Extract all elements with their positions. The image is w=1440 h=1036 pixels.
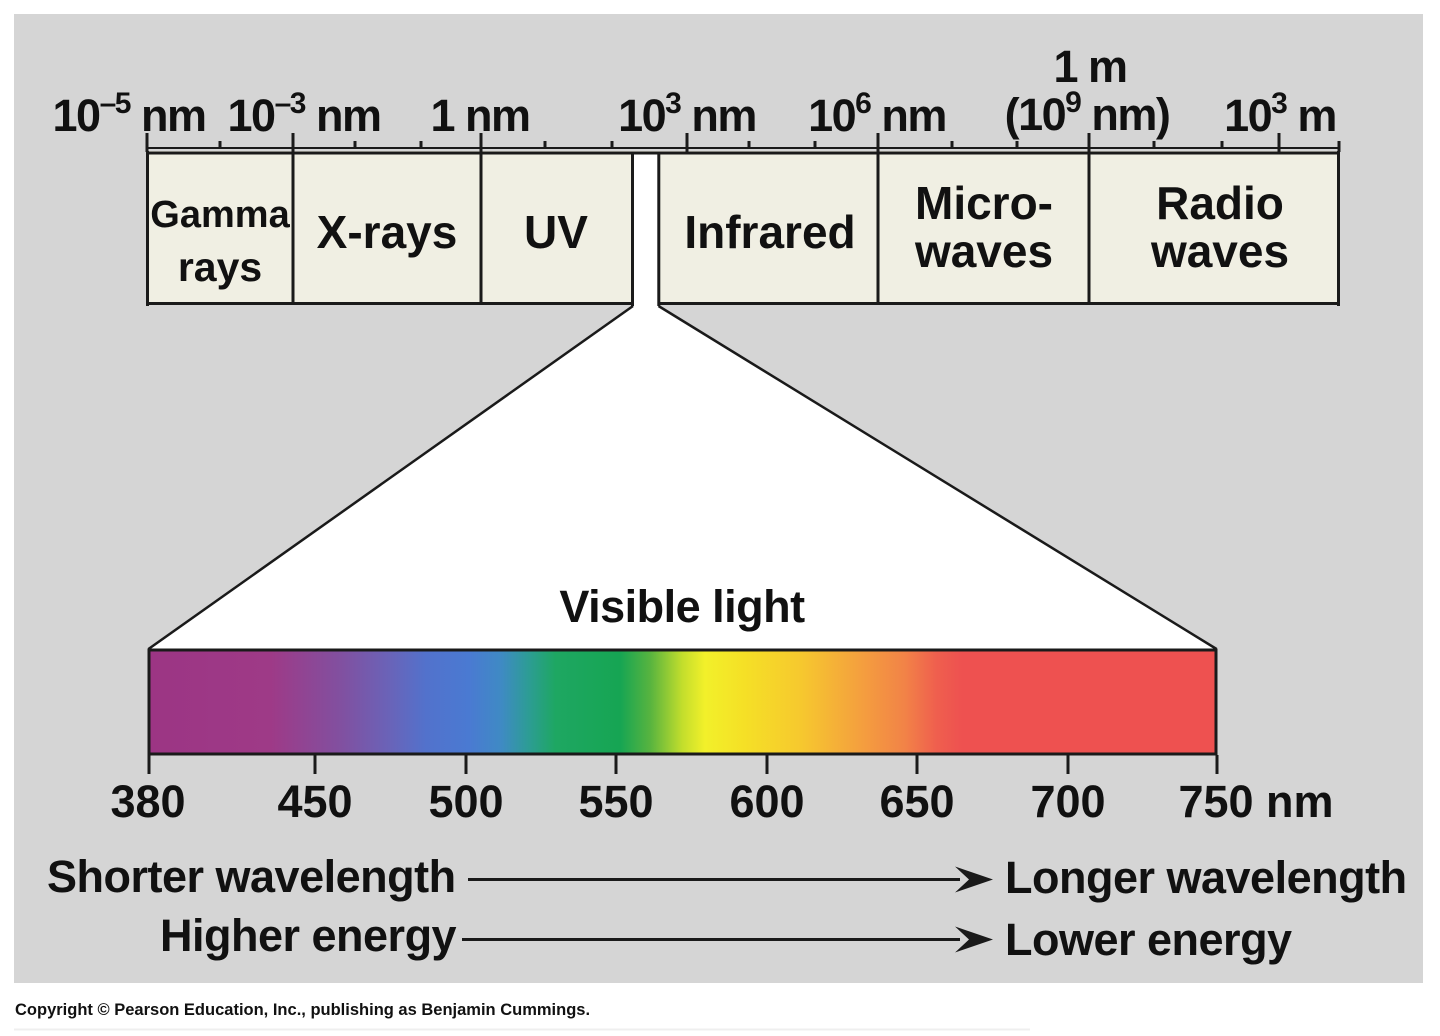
svg-text:Radio: Radio — [1156, 177, 1284, 229]
svg-text:(109 nm): (109 nm) — [1005, 86, 1170, 140]
svg-text:10–5 nm: 10–5 nm — [53, 87, 206, 141]
svg-text:Shorter wavelength: Shorter wavelength — [47, 851, 456, 902]
svg-text:waves: waves — [1150, 225, 1289, 277]
svg-text:Gamma: Gamma — [150, 194, 290, 236]
svg-text:waves: waves — [914, 225, 1053, 277]
svg-text:750 nm: 750 nm — [1178, 776, 1333, 827]
svg-text:Higher energy: Higher energy — [160, 910, 457, 961]
svg-text:550: 550 — [578, 776, 653, 827]
svg-text:1 m: 1 m — [1053, 41, 1126, 92]
svg-text:Lower energy: Lower energy — [1005, 914, 1292, 965]
svg-text:103 nm: 103 nm — [618, 87, 756, 141]
svg-text:Copyright © Pearson Education,: Copyright © Pearson Education, Inc., pub… — [15, 1001, 590, 1019]
svg-text:650: 650 — [879, 776, 954, 827]
svg-text:600: 600 — [729, 776, 804, 827]
svg-text:380: 380 — [110, 776, 185, 827]
svg-text:700: 700 — [1030, 776, 1105, 827]
svg-text:UV: UV — [524, 206, 588, 258]
svg-text:Visible light: Visible light — [559, 581, 805, 632]
svg-text:Micro-: Micro- — [915, 177, 1053, 229]
svg-text:Longer wavelength: Longer wavelength — [1005, 852, 1407, 903]
svg-text:450: 450 — [277, 776, 352, 827]
svg-text:rays: rays — [178, 244, 262, 290]
svg-text:106 nm: 106 nm — [808, 87, 946, 141]
svg-text:1 nm: 1 nm — [430, 90, 529, 141]
svg-text:Infrared: Infrared — [684, 206, 855, 258]
svg-text:500: 500 — [428, 776, 503, 827]
svg-text:X-rays: X-rays — [317, 206, 458, 258]
svg-text:10–3 nm: 10–3 nm — [228, 87, 381, 141]
